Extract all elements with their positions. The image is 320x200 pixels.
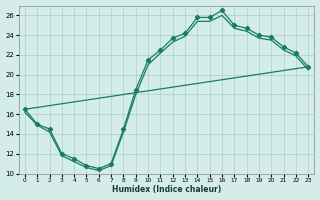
X-axis label: Humidex (Indice chaleur): Humidex (Indice chaleur) xyxy=(112,185,221,194)
